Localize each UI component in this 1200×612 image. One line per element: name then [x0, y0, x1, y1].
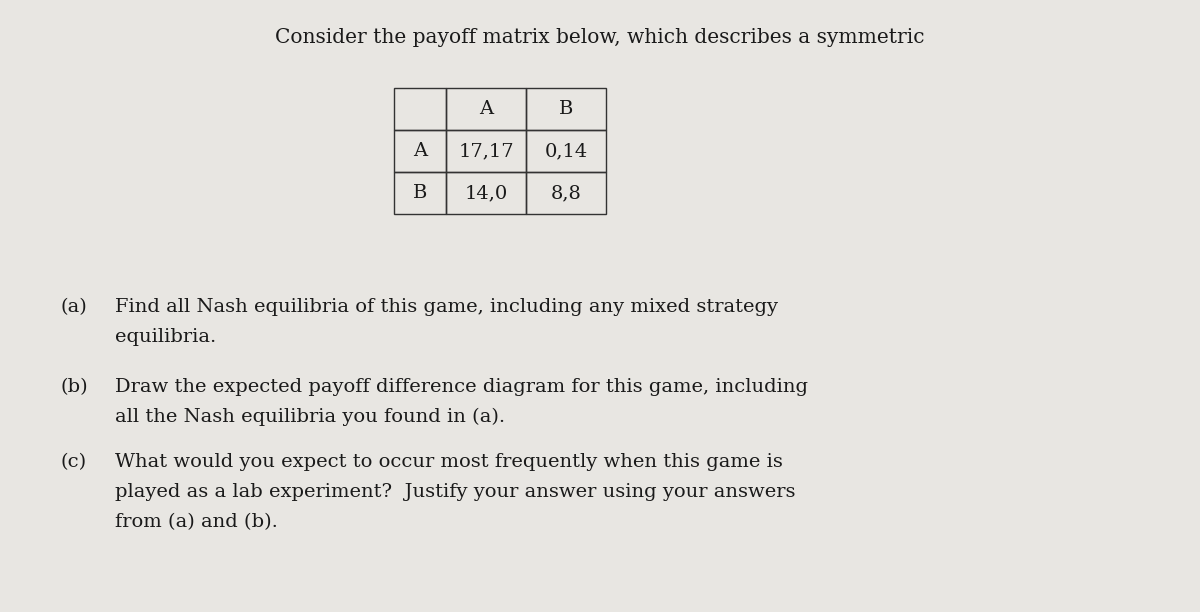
Text: (a): (a)	[60, 298, 86, 316]
Bar	[446, 130, 526, 172]
Text: What would you expect to occur most frequently when this game is: What would you expect to occur most freq…	[115, 453, 782, 471]
Text: 17,17: 17,17	[458, 142, 514, 160]
Text: from (a) and (b).: from (a) and (b).	[115, 513, 278, 531]
Text: Find all Nash equilibria of this game, including any mixed strategy: Find all Nash equilibria of this game, i…	[115, 298, 778, 316]
Text: A: A	[479, 100, 493, 118]
Bar	[526, 172, 606, 214]
Bar	[394, 130, 446, 172]
Text: Draw the expected payoff difference diagram for this game, including: Draw the expected payoff difference diag…	[115, 378, 808, 396]
Bar	[446, 172, 526, 214]
Text: 8,8: 8,8	[551, 184, 582, 202]
Bar	[526, 130, 606, 172]
Bar	[394, 88, 446, 130]
Text: Consider the payoff matrix below, which describes a symmetric: Consider the payoff matrix below, which …	[275, 28, 925, 47]
Text: equilibria.: equilibria.	[115, 328, 216, 346]
Text: all the Nash equilibria you found in (a).: all the Nash equilibria you found in (a)…	[115, 408, 505, 426]
Text: played as a lab experiment?  Justify your answer using your answers: played as a lab experiment? Justify your…	[115, 483, 796, 501]
Bar	[526, 88, 606, 130]
Text: B: B	[559, 100, 574, 118]
Bar	[446, 88, 526, 130]
Text: 0,14: 0,14	[545, 142, 588, 160]
Text: B: B	[413, 184, 427, 202]
Text: A: A	[413, 142, 427, 160]
Bar	[394, 172, 446, 214]
Text: 14,0: 14,0	[464, 184, 508, 202]
Text: (c): (c)	[60, 453, 86, 471]
Text: (b): (b)	[60, 378, 88, 396]
